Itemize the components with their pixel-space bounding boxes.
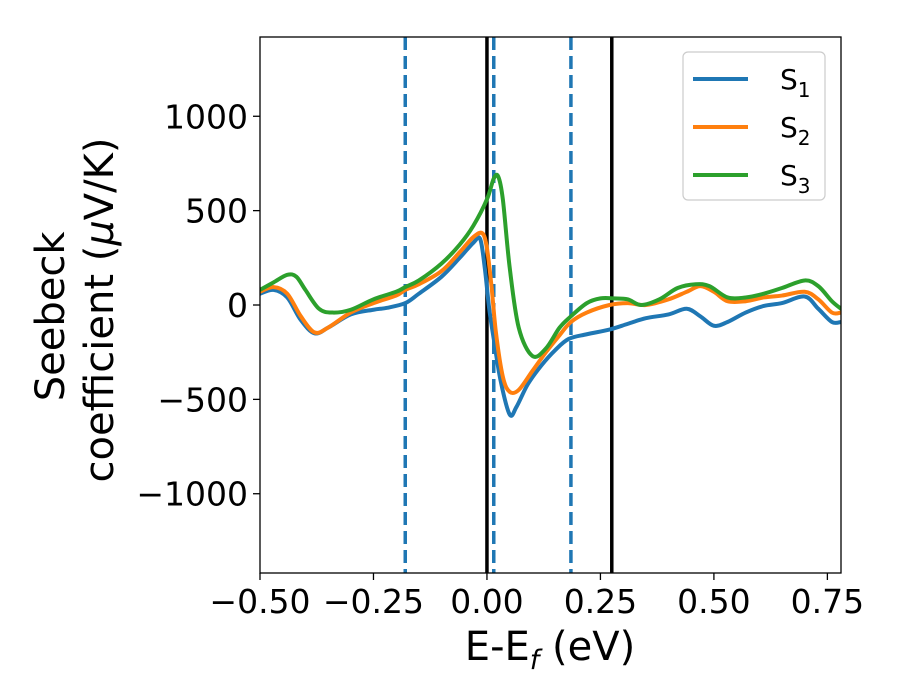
x-tick-label-5: 0.75 <box>791 582 864 621</box>
y-tick-label-0: 1000 <box>164 97 248 136</box>
series-line-2 <box>260 230 841 396</box>
y-axis-label-line2: coefficient ( <box>77 246 123 483</box>
reference-lines <box>403 37 614 573</box>
y-axis-label-line1: Seebeck <box>28 231 74 402</box>
y-tick-label-2: 0 <box>227 286 248 325</box>
y-tick-label-3: −500 <box>157 380 248 419</box>
y-axis-label-mu: μ <box>77 220 123 246</box>
series-line-3 <box>260 172 841 359</box>
x-tick-label-2: 0.00 <box>450 582 523 621</box>
legend: S1 S2 S3 <box>682 51 826 201</box>
x-axis-label-main: E-E <box>465 624 530 670</box>
legend-label-1: S1 <box>780 63 811 102</box>
x-tick-label-3: 0.25 <box>564 582 637 621</box>
legend-box <box>682 51 826 201</box>
y-tick-label-4: −1000 <box>136 475 248 514</box>
series-line-1 <box>260 235 841 418</box>
series-lines <box>260 172 841 418</box>
legend-label-3: S3 <box>780 159 811 198</box>
x-tick-label-0: −0.50 <box>209 582 310 621</box>
x-tick-label-1: −0.25 <box>323 582 424 621</box>
y-tick-label-1: 500 <box>185 192 248 231</box>
x-tick-label-4: 0.50 <box>677 582 750 621</box>
x-axis-label-unit: (eV) <box>539 624 635 670</box>
legend-label-2: S2 <box>780 111 811 150</box>
x-axis-label: E-Ef (eV) <box>465 624 635 676</box>
y-axis-label: Seebeck coefficient (μV/K) <box>28 138 123 483</box>
axis-ticks: −0.50 −0.25 0.00 0.25 0.50 0.75 1000 500 0 −500 −1… <box>136 97 864 621</box>
y-axis-label-unit: V/K) <box>77 138 123 221</box>
